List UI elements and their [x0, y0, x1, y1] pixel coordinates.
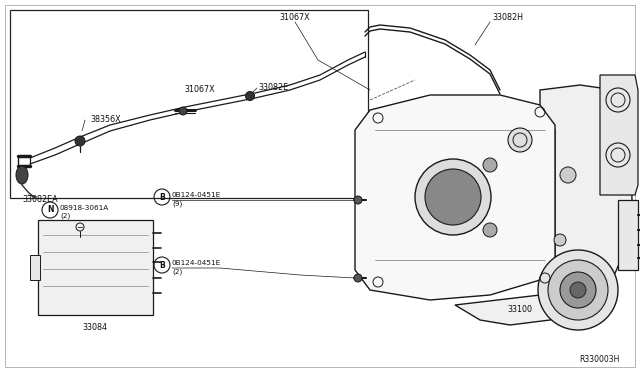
- Polygon shape: [455, 85, 632, 325]
- Text: 38356X: 38356X: [90, 115, 120, 125]
- Text: 0B124-0451E: 0B124-0451E: [172, 260, 221, 266]
- Text: 0B124-0451E: 0B124-0451E: [172, 192, 221, 198]
- Bar: [10, 10, 368, 198]
- Text: 33082E: 33082E: [258, 83, 288, 92]
- Circle shape: [415, 159, 491, 235]
- Text: 33082H: 33082H: [492, 13, 523, 22]
- Text: 33100: 33100: [508, 305, 532, 314]
- Circle shape: [570, 282, 586, 298]
- Text: 31067X: 31067X: [280, 13, 310, 22]
- Circle shape: [538, 250, 618, 330]
- Text: 33084: 33084: [83, 324, 108, 333]
- Text: B: B: [159, 192, 165, 202]
- Text: (2): (2): [172, 269, 182, 275]
- Text: 08918-3061A: 08918-3061A: [60, 205, 109, 211]
- Bar: [38, 220, 153, 315]
- Circle shape: [75, 136, 85, 146]
- Circle shape: [354, 196, 362, 204]
- Text: B: B: [159, 260, 165, 269]
- Polygon shape: [355, 95, 555, 300]
- Text: (2): (2): [60, 213, 70, 219]
- Circle shape: [246, 92, 255, 100]
- Text: R330003H: R330003H: [580, 356, 620, 365]
- Circle shape: [354, 274, 362, 282]
- Circle shape: [560, 167, 576, 183]
- Circle shape: [560, 272, 596, 308]
- Circle shape: [483, 223, 497, 237]
- Text: 33082EA: 33082EA: [22, 196, 58, 205]
- Circle shape: [483, 158, 497, 172]
- Text: (9): (9): [172, 201, 182, 207]
- Text: N: N: [47, 205, 53, 215]
- Text: 31067X: 31067X: [185, 86, 215, 94]
- Circle shape: [548, 260, 608, 320]
- Ellipse shape: [16, 166, 28, 184]
- Circle shape: [179, 107, 187, 115]
- Polygon shape: [618, 200, 638, 270]
- Polygon shape: [600, 75, 638, 195]
- Circle shape: [425, 169, 481, 225]
- Bar: [30, 255, 40, 280]
- Circle shape: [508, 128, 532, 152]
- Circle shape: [554, 234, 566, 246]
